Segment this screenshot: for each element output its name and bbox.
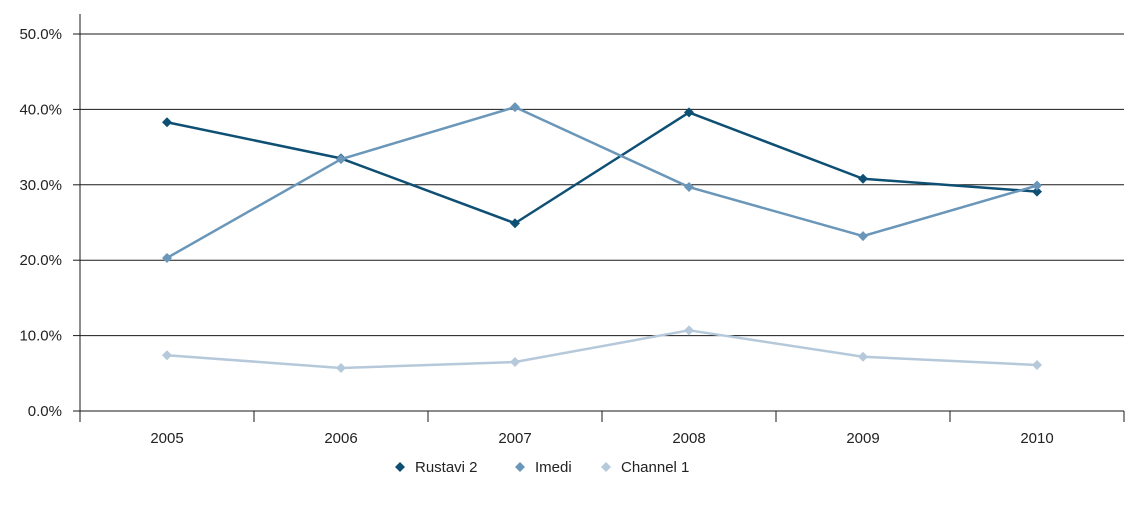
data-point <box>1032 180 1042 191</box>
data-point <box>162 252 172 263</box>
x-tick-label: 2006 <box>324 430 357 447</box>
data-point <box>684 107 694 118</box>
legend-label: Rustavi 2 <box>415 459 478 476</box>
x-tick-label: 2007 <box>498 430 531 447</box>
x-tick-label: 2005 <box>150 430 183 447</box>
series-rustavi-2 <box>162 107 1042 229</box>
data-point <box>1032 360 1042 371</box>
series-lines <box>162 102 1042 374</box>
y-tick-label: 0.0% <box>28 403 62 420</box>
legend-item: Channel 1 <box>601 459 689 476</box>
x-tick-label: 2008 <box>672 430 705 447</box>
gridlines <box>80 33 1124 337</box>
data-point <box>684 325 694 336</box>
y-tick-label: 30.0% <box>19 177 62 194</box>
legend-item: Imedi <box>515 459 572 476</box>
data-point <box>858 231 868 242</box>
y-tick-label: 10.0% <box>19 328 62 345</box>
y-tick-label: 40.0% <box>19 101 62 118</box>
y-tick-label: 20.0% <box>19 252 62 269</box>
data-point <box>684 182 694 193</box>
series-line <box>166 105 1038 260</box>
legend-label: Imedi <box>535 459 572 476</box>
y-tick-label: 50.0% <box>19 26 62 43</box>
data-point <box>162 117 172 128</box>
data-point <box>858 173 868 184</box>
legend-item: Rustavi 2 <box>395 459 478 476</box>
data-point <box>510 356 520 367</box>
series-line <box>166 111 1038 225</box>
axes: 0.0% 10.0% 20.0% 30.0% 40.0% 50.0% 2005 2006 200… <box>19 14 1125 447</box>
data-point <box>510 102 520 113</box>
data-point <box>336 363 346 374</box>
data-point <box>858 351 868 362</box>
data-point <box>336 154 346 165</box>
x-tick-label: 2009 <box>846 430 879 447</box>
series-imedi <box>162 102 1042 263</box>
legend: Rustavi 2 Imedi Channel 1 <box>395 459 689 476</box>
legend-marker <box>515 462 525 472</box>
legend-marker <box>395 462 405 472</box>
series-line <box>166 329 1038 370</box>
legend-marker <box>601 462 611 472</box>
data-point <box>510 218 520 229</box>
data-point <box>162 350 172 361</box>
data-point <box>1032 186 1042 197</box>
series-channel-1 <box>162 325 1042 374</box>
x-tick-label: 2010 <box>1020 430 1053 447</box>
legend-label: Channel 1 <box>621 459 689 476</box>
